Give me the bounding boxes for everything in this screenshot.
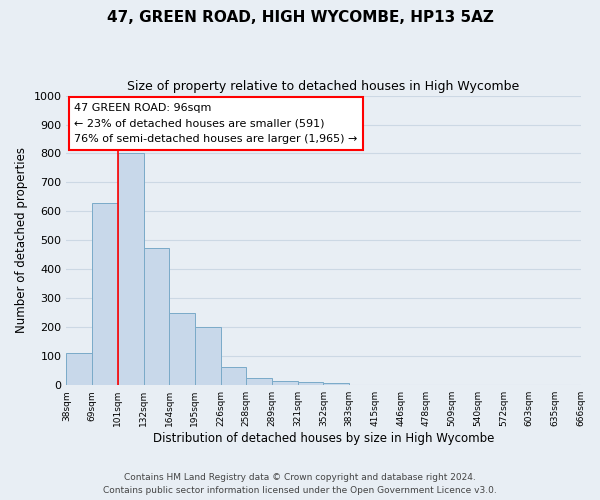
Bar [221, 367, 247, 385]
Bar [247, 378, 272, 385]
Text: 47 GREEN ROAD: 96sqm
← 23% of detached houses are smaller (591)
76% of semi-deta: 47 GREEN ROAD: 96sqm ← 23% of detached h… [74, 103, 358, 144]
Bar [92, 202, 118, 385]
Bar [118, 154, 143, 385]
Text: 47, GREEN ROAD, HIGH WYCOMBE, HP13 5AZ: 47, GREEN ROAD, HIGH WYCOMBE, HP13 5AZ [107, 10, 493, 25]
Title: Size of property relative to detached houses in High Wycombe: Size of property relative to detached ho… [127, 80, 520, 93]
Bar [272, 381, 298, 385]
Y-axis label: Number of detached properties: Number of detached properties [15, 148, 28, 334]
Bar [169, 313, 195, 385]
Bar [195, 328, 221, 385]
Bar [67, 354, 92, 385]
X-axis label: Distribution of detached houses by size in High Wycombe: Distribution of detached houses by size … [153, 432, 494, 445]
Bar [143, 248, 169, 385]
Bar [298, 382, 323, 385]
Bar [323, 383, 349, 385]
Text: Contains HM Land Registry data © Crown copyright and database right 2024.
Contai: Contains HM Land Registry data © Crown c… [103, 473, 497, 495]
